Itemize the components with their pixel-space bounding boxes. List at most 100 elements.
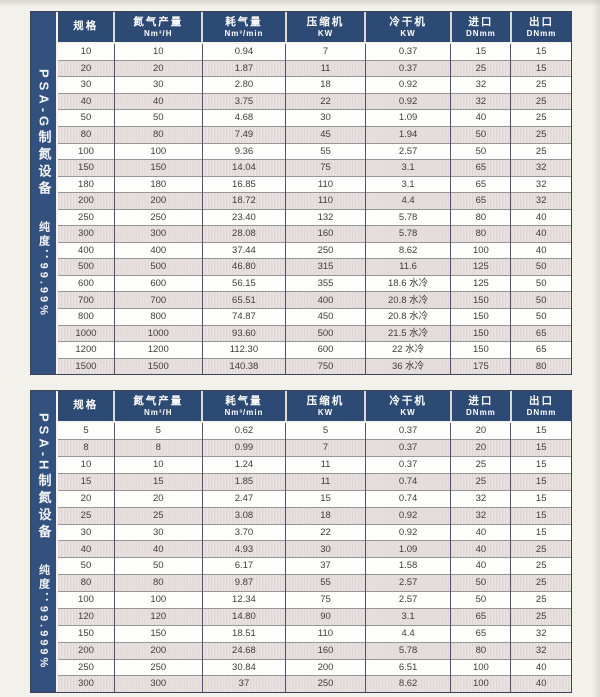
table1-sidebar-text: PSA-G制氮设备 纯度：99.99% [36,69,52,318]
table-cell: 25 [450,472,511,491]
table-cell: 400 [58,241,115,259]
table-cell: 25 [510,591,571,609]
table-cell: 20.8 水冷 [364,308,451,326]
table-cell: 15 [285,489,366,508]
table-row: 25 25 3.08 18 0.92 32 15 [58,506,571,525]
table-row: 10 10 1.24 11 0.37 25 15 [58,456,571,474]
table-cell: 50 [510,274,571,292]
table-cell: 25 [113,506,203,525]
table-cell: 24.68 [201,641,286,660]
table-cell: 355 [285,274,366,292]
table-cell: 14.80 [201,607,286,626]
table-cell: 200 [58,192,115,210]
table-cell: 6.51 [364,658,451,676]
table-cell: 80 [510,357,571,374]
table-row: 180 180 16.85 110 3.1 65 32 [58,175,571,193]
table-cell: 15 [510,59,571,77]
table-cell: 100 [450,658,511,676]
table-cell: 23.40 [201,208,286,226]
table-row: 50 50 6.17 37 1.58 40 25 [58,557,571,575]
table-row: 500 500 46.80 315 11.6 125 50 [58,258,571,276]
table-cell: 8 [113,439,203,457]
table-cell: 4.4 [364,624,451,643]
table-cell: 30 [58,523,115,541]
table-row: 400 400 37.44 250 8.62 100 40 [58,241,571,259]
table-cell: 3.08 [201,506,286,525]
table-cell: 300 [58,675,115,692]
table-cell: 500 [285,324,366,342]
table-cell: 25 [510,540,571,558]
table-cell: 400 [113,241,203,259]
header-row: 规格 氮气产量 Nm³/H 耗气量 Nm³/min 压缩机 KW [58,12,571,44]
table-cell: 600 [113,274,203,292]
table-cell: 800 [113,308,203,326]
table-cell: 150 [113,624,203,643]
table-row: 5 5 0.62 5 0.37 20 15 [58,422,571,440]
col-header-n2-output: 氮气产量 Nm³/H [113,391,203,423]
table-cell: 300 [113,675,203,692]
spec-table-psa-g: PSA-G制氮设备 纯度：99.99% 规格 氮气产量 Nm³/H [30,11,572,375]
table-cell: 1.85 [201,472,286,491]
table-row: 800 800 74.87 450 20.8 水冷 150 50 [58,308,571,326]
table-cell: 0.92 [364,92,451,110]
table-cell: 250 [58,658,115,676]
table-row: 100 100 9.36 55 2.57 50 25 [58,142,571,160]
table-cell: 46.80 [201,258,286,276]
table-cell: 0.92 [364,506,451,525]
table-cell: 25 [510,142,571,160]
table-cell: 32 [510,624,571,643]
table-row: 30 30 2.80 18 0.92 32 25 [58,76,571,94]
table-cell: 800 [58,308,115,326]
table-cell: 250 [113,208,203,226]
table-cell: 1.87 [201,59,286,77]
table-cell: 40 [510,241,571,259]
table-cell: 180 [113,175,203,193]
table-cell: 200 [113,192,203,210]
table-cell: 600 [285,341,366,359]
table-row: 30 30 3.70 22 0.92 40 15 [58,523,571,541]
table-cell: 50 [113,557,203,575]
table-cell: 40 [450,540,511,558]
table-cell: 250 [58,208,115,226]
table-cell: 10 [113,456,203,474]
table1-body: 10 10 0.94 7 0.37 15 15 20 20 1.87 11 0.37 25 15 30 30 2… [58,43,571,374]
table-cell: 50 [510,291,571,309]
table-cell: 9.36 [201,142,286,160]
table-cell: 5.78 [364,208,451,226]
table-cell: 200 [58,641,115,660]
spec-table-psa-h: PSA-H制氮设备 纯度：99.999% 规格 氮气产量 Nm³/H [30,390,572,693]
table-cell: 65 [510,341,571,359]
table-row: 700 700 65.51 400 20.8 水冷 150 50 [58,291,571,309]
series-label: PSA-H制氮设备 [36,412,52,542]
table-cell: 25 [510,126,571,144]
spec-table-1: 规格 氮气产量 Nm³/H 耗气量 Nm³/min 压缩机 KW [58,12,571,374]
table-row: 20 20 1.87 11 0.37 25 15 [58,59,571,77]
table-cell: 16.85 [201,175,286,193]
table-cell: 80 [58,126,115,144]
table-cell: 37 [201,675,286,692]
table-cell: 250 [285,675,366,692]
purity-label: 纯度：99.99% [37,220,50,318]
table-cell: 80 [450,225,511,243]
table-cell: 50 [450,126,511,144]
table-cell: 750 [285,357,366,374]
table-row: 150 150 18.51 110 4.4 65 32 [58,624,571,643]
table-cell: 1.09 [364,540,451,558]
table-cell: 110 [285,624,366,643]
table-cell: 50 [450,591,511,609]
table-cell: 40 [510,675,571,692]
table-cell: 20.8 水冷 [364,291,451,309]
table-cell: 500 [113,258,203,276]
col-header-inlet: 进口 DNmm [449,391,511,423]
table-cell: 125 [450,274,511,292]
table-cell: 32 [510,175,571,193]
table-cell: 3.1 [364,159,451,177]
table-cell: 25 [510,109,571,127]
table2-wrap: 规格 氮气产量 Nm³/H 耗气量 Nm³/min 压缩机 KW [58,391,571,692]
table-cell: 80 [58,574,115,592]
table-cell: 30.84 [201,658,286,676]
table-cell: 15 [510,43,571,61]
table-cell: 65 [450,607,511,626]
table-cell: 55 [285,574,366,592]
table-row: 40 40 3.75 22 0.92 32 25 [58,92,571,110]
